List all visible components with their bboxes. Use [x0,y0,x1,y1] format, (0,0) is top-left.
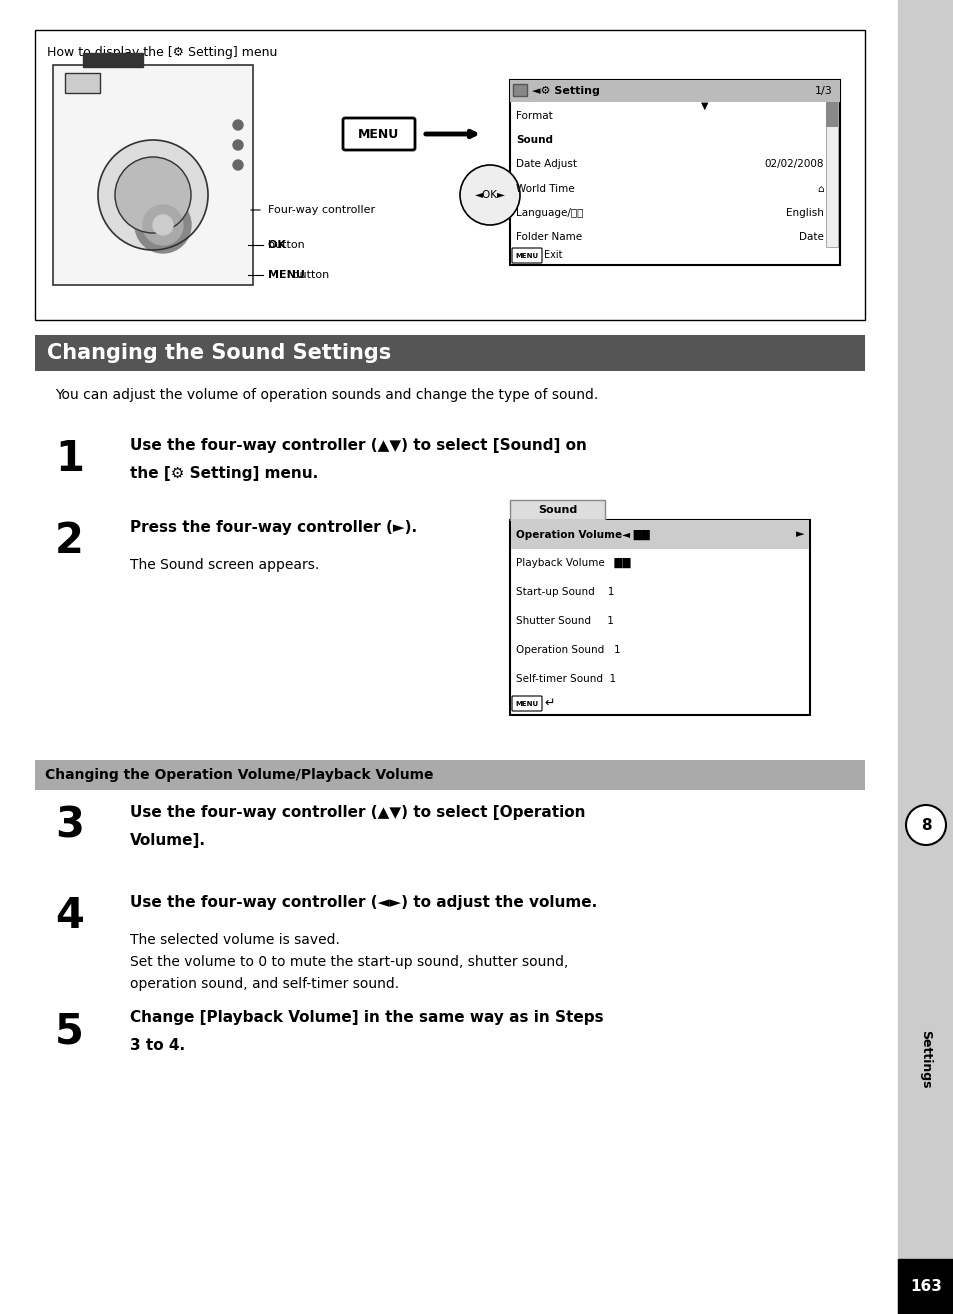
Text: 1: 1 [55,438,84,480]
Text: Language/言語: Language/言語 [516,208,583,218]
Circle shape [233,141,243,150]
Bar [510,501,604,520]
Text: Changing the Operation Volume/Playback Volume: Changing the Operation Volume/Playback V… [45,767,433,782]
Bar [83,53,143,67]
Text: English: English [785,208,823,218]
Text: Use the four-way controller (◄►) to adjust the volume.: Use the four-way controller (◄►) to adju… [130,895,597,911]
Text: 4: 4 [55,895,84,937]
Text: Shutter Sound     1: Shutter Sound 1 [516,616,613,625]
Text: 02/02/2008: 02/02/2008 [763,159,823,170]
Bar [511,520,808,549]
Text: Settings: Settings [919,1030,931,1088]
Text: Playback Volume   ██: Playback Volume ██ [516,558,630,569]
Text: OK: OK [268,240,290,250]
Text: 8: 8 [920,817,930,833]
Text: ↵: ↵ [543,696,554,710]
Text: Volume].: Volume]. [130,833,206,848]
Bar [510,80,840,102]
Circle shape [98,141,208,250]
Bar [897,0,953,1314]
Text: ◄⚙ Setting: ◄⚙ Setting [532,85,599,96]
Text: MENU: MENU [268,269,305,280]
Circle shape [233,160,243,170]
Text: Format: Format [516,112,552,121]
Text: 5: 5 [55,1010,84,1053]
Text: Change [Playback Volume] in the same way as in Steps: Change [Playback Volume] in the same way… [130,1010,603,1025]
Text: 163: 163 [909,1279,941,1294]
Text: ▼: ▼ [700,101,708,110]
Circle shape [135,197,191,254]
Text: Use the four-way controller (▲▼) to select [Sound] on: Use the four-way controller (▲▼) to sele… [130,438,586,453]
Text: MENU: MENU [515,700,538,707]
Circle shape [233,120,243,130]
Circle shape [143,205,183,244]
Bar [513,84,526,96]
Text: 1/3: 1/3 [814,85,832,96]
Bar [53,64,253,285]
Text: The selected volume is saved.: The selected volume is saved. [130,933,339,947]
Text: Changing the Sound Settings: Changing the Sound Settings [47,343,391,363]
Text: Four-way controller: Four-way controller [268,205,375,215]
Circle shape [152,215,172,235]
Bar [65,74,100,93]
Text: Date Adjust: Date Adjust [516,159,577,170]
Circle shape [905,805,945,845]
Text: The Sound screen appears.: The Sound screen appears. [130,558,319,572]
Bar [510,80,840,265]
Text: Operation Sound   1: Operation Sound 1 [516,645,620,654]
Text: You can adjust the volume of operation sounds and change the type of sound.: You can adjust the volume of operation s… [55,388,598,402]
Text: Sound: Sound [516,135,553,146]
Bar [825,102,837,127]
Text: Start-up Sound    1: Start-up Sound 1 [516,587,614,597]
Circle shape [115,156,191,233]
Bar [897,1259,953,1314]
Bar [35,335,864,371]
Text: 3: 3 [55,805,84,848]
Text: button: button [268,240,304,250]
Text: Operation Volume◄ ██: Operation Volume◄ ██ [516,530,649,540]
Bar [35,30,864,321]
Bar [825,102,837,247]
FancyBboxPatch shape [512,248,541,263]
Text: Date: Date [799,231,823,242]
Bar [510,520,809,715]
Text: ⌂: ⌂ [817,184,823,193]
Bar [35,759,864,790]
Text: operation sound, and self-timer sound.: operation sound, and self-timer sound. [130,978,398,991]
Text: 3 to 4.: 3 to 4. [130,1038,185,1053]
Circle shape [459,166,519,225]
Text: How to display the [⚙ Setting] menu: How to display the [⚙ Setting] menu [47,46,277,59]
FancyBboxPatch shape [343,118,415,150]
Text: MENU: MENU [515,252,538,259]
Text: Self-timer Sound  1: Self-timer Sound 1 [516,674,616,683]
Text: Set the volume to 0 to mute the start-up sound, shutter sound,: Set the volume to 0 to mute the start-up… [130,955,568,968]
Text: ►: ► [795,530,803,540]
Text: World Time: World Time [516,184,574,193]
Text: Exit: Exit [543,251,562,260]
Text: ◄OK►: ◄OK► [474,191,505,200]
Text: MENU: MENU [358,127,399,141]
FancyBboxPatch shape [512,696,541,711]
Text: the [⚙ Setting] menu.: the [⚙ Setting] menu. [130,466,318,481]
Text: Use the four-way controller (▲▼) to select [Operation: Use the four-way controller (▲▼) to sele… [130,805,585,820]
Text: Press the four-way controller (►).: Press the four-way controller (►). [130,520,416,535]
Text: Folder Name: Folder Name [516,231,581,242]
Text: 2: 2 [55,520,84,562]
Text: button: button [268,269,329,280]
Text: Sound: Sound [537,505,577,515]
